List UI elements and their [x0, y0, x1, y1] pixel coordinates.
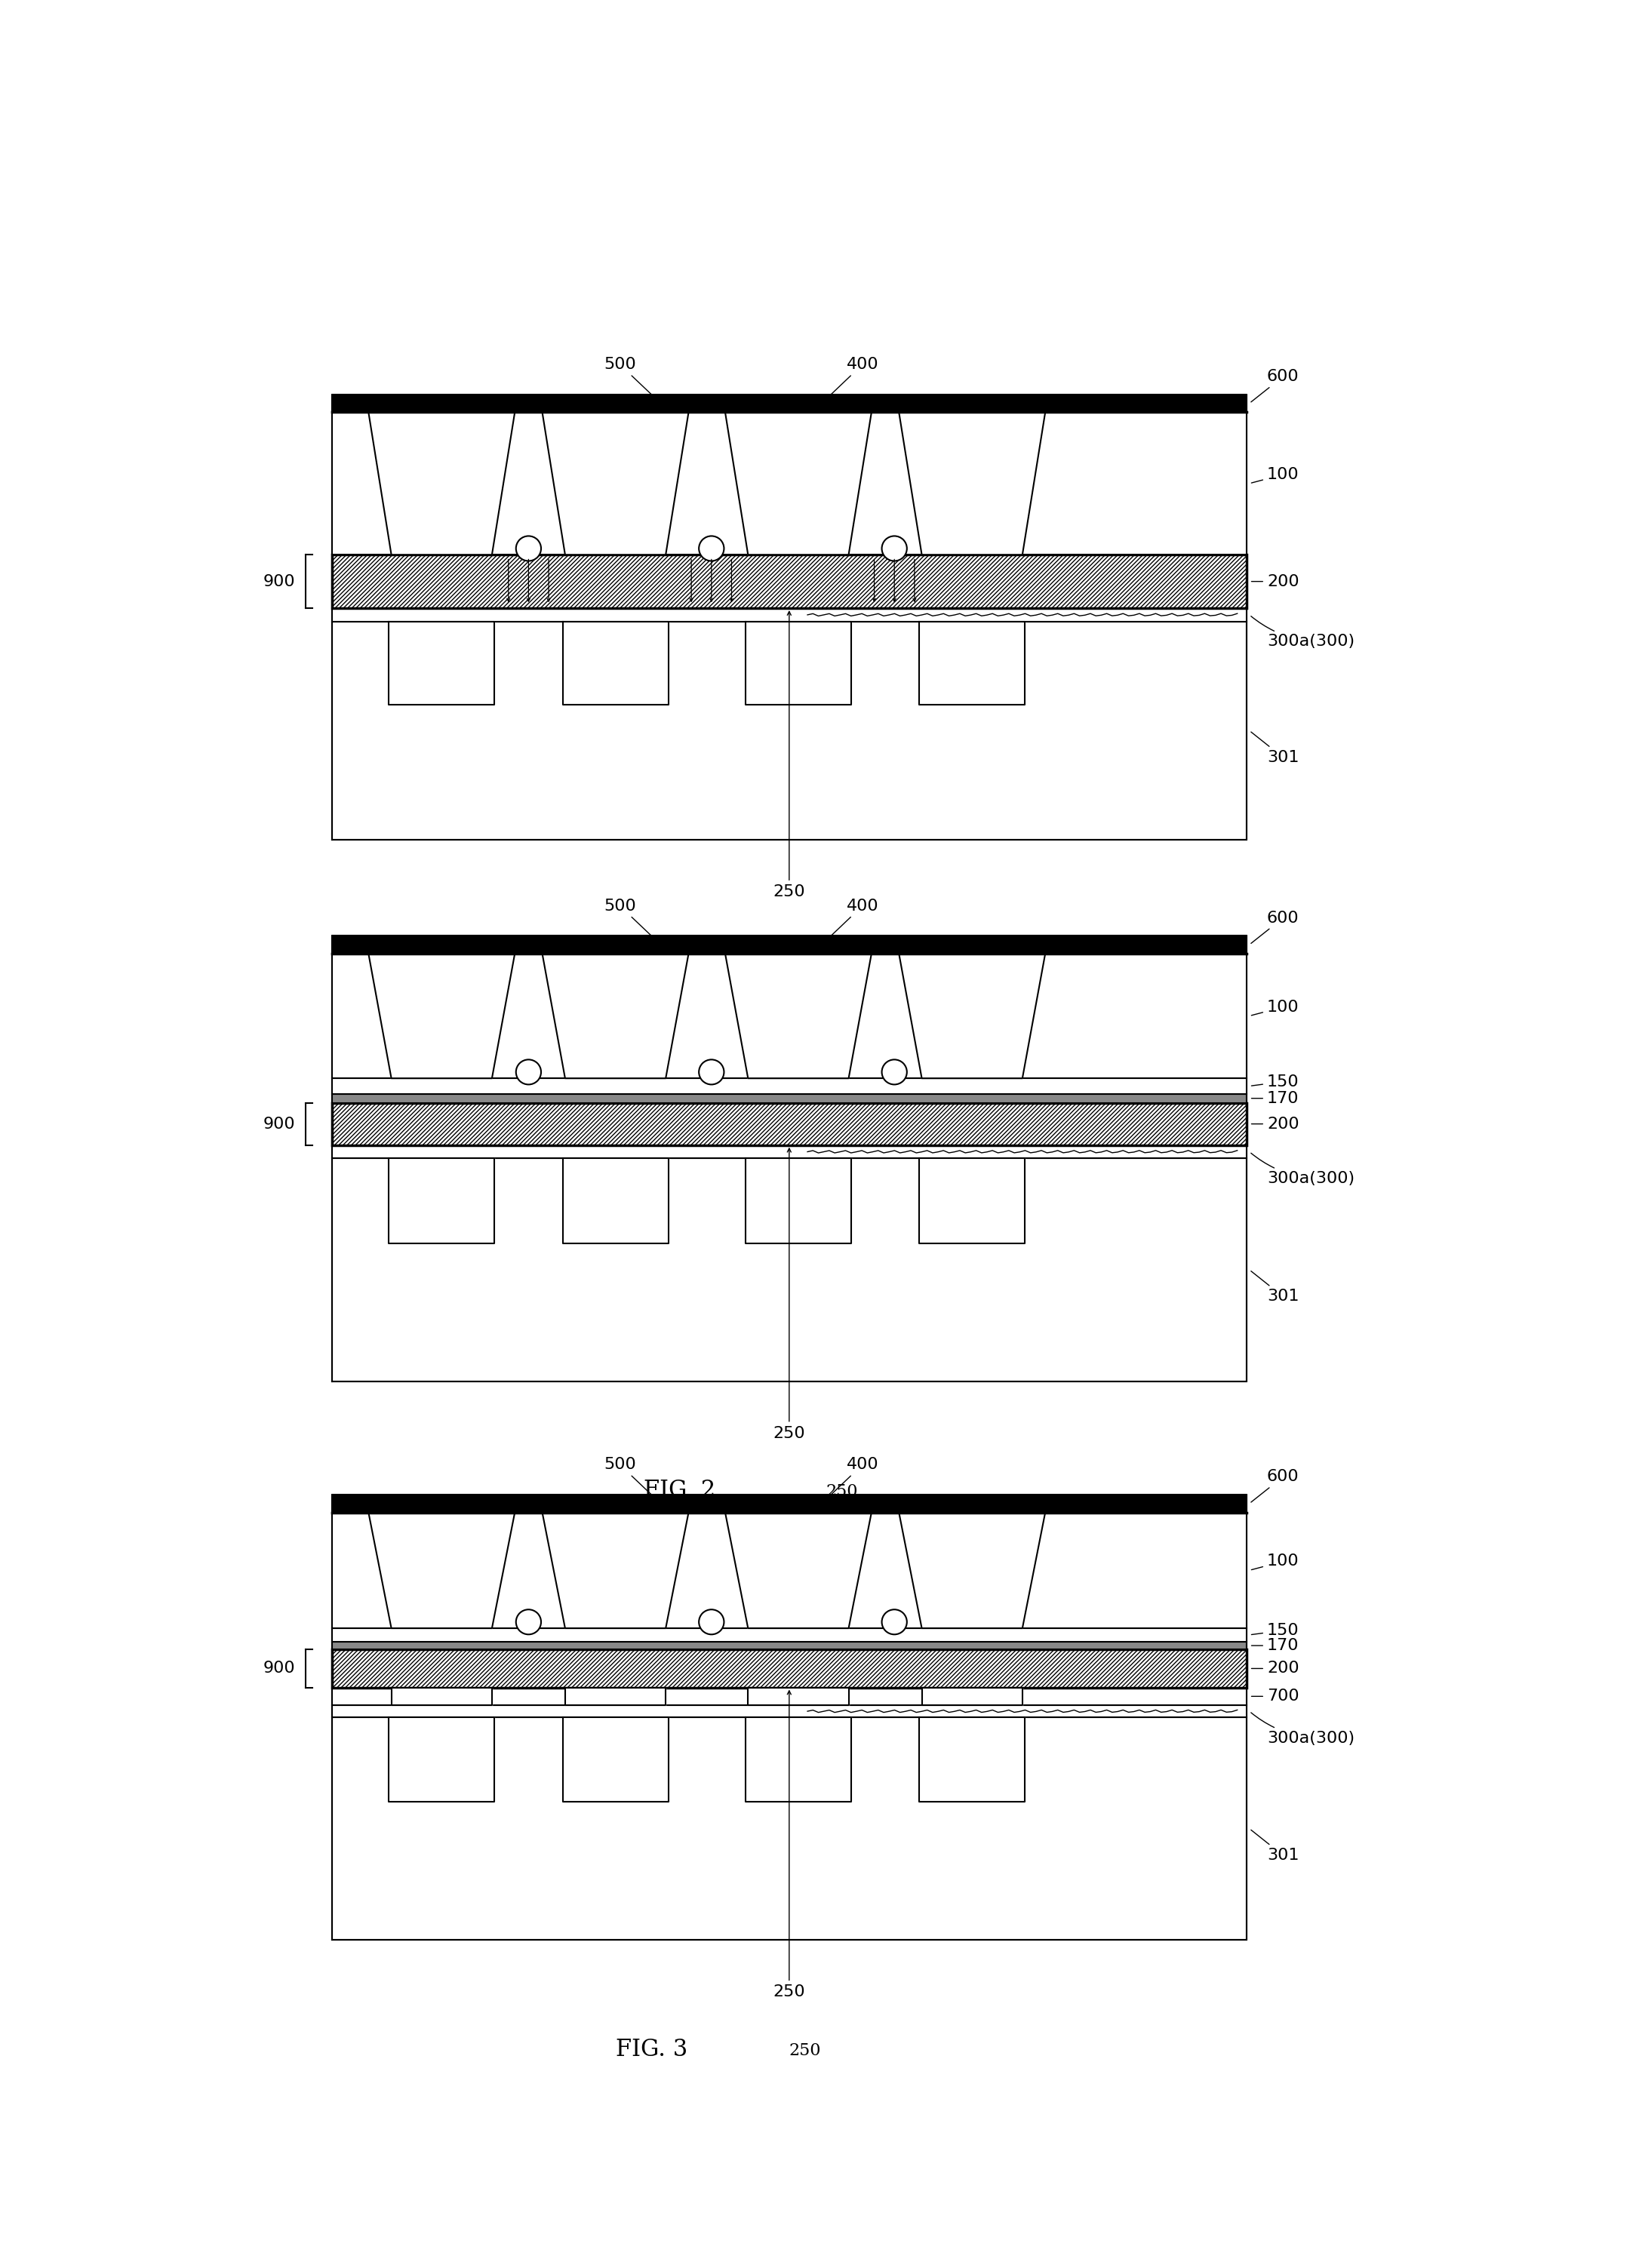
Text: 301: 301 [1251, 1830, 1300, 1862]
Text: 300a(300): 300a(300) [1251, 1152, 1354, 1186]
Text: 250: 250 [790, 2043, 821, 2059]
Polygon shape [724, 413, 872, 556]
Text: 600: 600 [1251, 909, 1300, 943]
Polygon shape [392, 1687, 492, 1706]
Polygon shape [388, 1159, 495, 1243]
Polygon shape [724, 953, 872, 1077]
Circle shape [698, 535, 724, 560]
Polygon shape [898, 1513, 1046, 1628]
Bar [331, 1102, 1247, 1145]
Bar [331, 1649, 1247, 1687]
Bar [331, 556, 1247, 608]
Circle shape [698, 1059, 724, 1084]
Polygon shape [369, 953, 515, 1077]
Text: 250: 250 [826, 1483, 857, 1499]
Text: 250: 250 [774, 1690, 805, 2000]
Circle shape [882, 1059, 906, 1084]
Text: 300a(300): 300a(300) [1251, 617, 1354, 649]
Text: 600: 600 [1251, 370, 1300, 401]
Polygon shape [543, 1513, 688, 1628]
Text: 170: 170 [1252, 1637, 1300, 1653]
Text: 200: 200 [1252, 1660, 1300, 1676]
Bar [331, 413, 1247, 556]
Bar [331, 1642, 1247, 1649]
Bar [331, 953, 1247, 1077]
Bar [331, 1159, 1247, 1381]
Text: 400: 400 [801, 898, 879, 964]
Circle shape [882, 535, 906, 560]
Text: 500: 500 [603, 356, 672, 415]
Bar [331, 1093, 1247, 1102]
Circle shape [516, 1610, 541, 1635]
Bar [331, 608, 1247, 621]
Polygon shape [746, 621, 851, 705]
Polygon shape [388, 621, 495, 705]
Text: 100: 100 [1252, 1554, 1300, 1569]
Polygon shape [898, 413, 1046, 556]
Polygon shape [388, 1717, 495, 1801]
Polygon shape [543, 953, 688, 1077]
Polygon shape [898, 953, 1046, 1077]
Text: 250: 250 [774, 1148, 805, 1440]
Text: 301: 301 [1251, 733, 1300, 764]
Polygon shape [919, 1717, 1024, 1801]
Text: 200: 200 [1252, 1116, 1300, 1132]
Text: FIG. 2: FIG. 2 [644, 1479, 715, 1501]
Polygon shape [921, 1687, 1023, 1706]
Text: FIG. 3: FIG. 3 [616, 2039, 688, 2062]
Polygon shape [746, 1717, 851, 1801]
Polygon shape [369, 1513, 515, 1628]
Polygon shape [747, 1687, 849, 1706]
Bar [331, 1706, 1247, 1717]
Bar [331, 1717, 1247, 1939]
Polygon shape [919, 1159, 1024, 1243]
Text: 301: 301 [1251, 1270, 1300, 1304]
Polygon shape [746, 1159, 851, 1243]
Text: 300a(300): 300a(300) [1251, 1712, 1354, 1746]
Text: 900: 900 [262, 1116, 295, 1132]
Bar [331, 1687, 1247, 1706]
Polygon shape [543, 413, 688, 556]
Text: FIG. 1: FIG. 1 [754, 946, 824, 971]
Bar [331, 1145, 1247, 1159]
Bar [331, 1513, 1247, 1628]
Text: 200: 200 [1252, 574, 1300, 590]
Polygon shape [369, 413, 515, 556]
Text: 250: 250 [774, 612, 805, 900]
Text: 400: 400 [801, 356, 879, 424]
Circle shape [882, 1610, 906, 1635]
Circle shape [516, 1059, 541, 1084]
Polygon shape [724, 1513, 872, 1628]
Polygon shape [565, 1687, 665, 1706]
Bar [331, 621, 1247, 839]
Text: 150: 150 [1252, 1624, 1300, 1637]
Text: 100: 100 [1252, 467, 1300, 483]
Text: 100: 100 [1252, 1000, 1300, 1016]
Text: 900: 900 [262, 1660, 295, 1676]
Circle shape [516, 535, 541, 560]
Text: 500: 500 [603, 898, 672, 955]
Polygon shape [562, 621, 669, 705]
Polygon shape [919, 621, 1024, 705]
Bar [331, 1495, 1247, 1513]
Polygon shape [562, 1159, 669, 1243]
Text: 150: 150 [1252, 1075, 1300, 1089]
Polygon shape [562, 1717, 669, 1801]
Text: 600: 600 [1251, 1470, 1300, 1501]
Circle shape [698, 1610, 724, 1635]
Text: 170: 170 [1252, 1091, 1300, 1107]
Bar [331, 937, 1247, 953]
Bar [331, 1628, 1247, 1642]
Bar [331, 395, 1247, 413]
Bar [331, 1077, 1247, 1093]
Text: 700: 700 [1252, 1690, 1300, 1703]
Text: 400: 400 [801, 1458, 879, 1524]
Text: 900: 900 [262, 574, 295, 590]
Text: 500: 500 [603, 1458, 672, 1515]
